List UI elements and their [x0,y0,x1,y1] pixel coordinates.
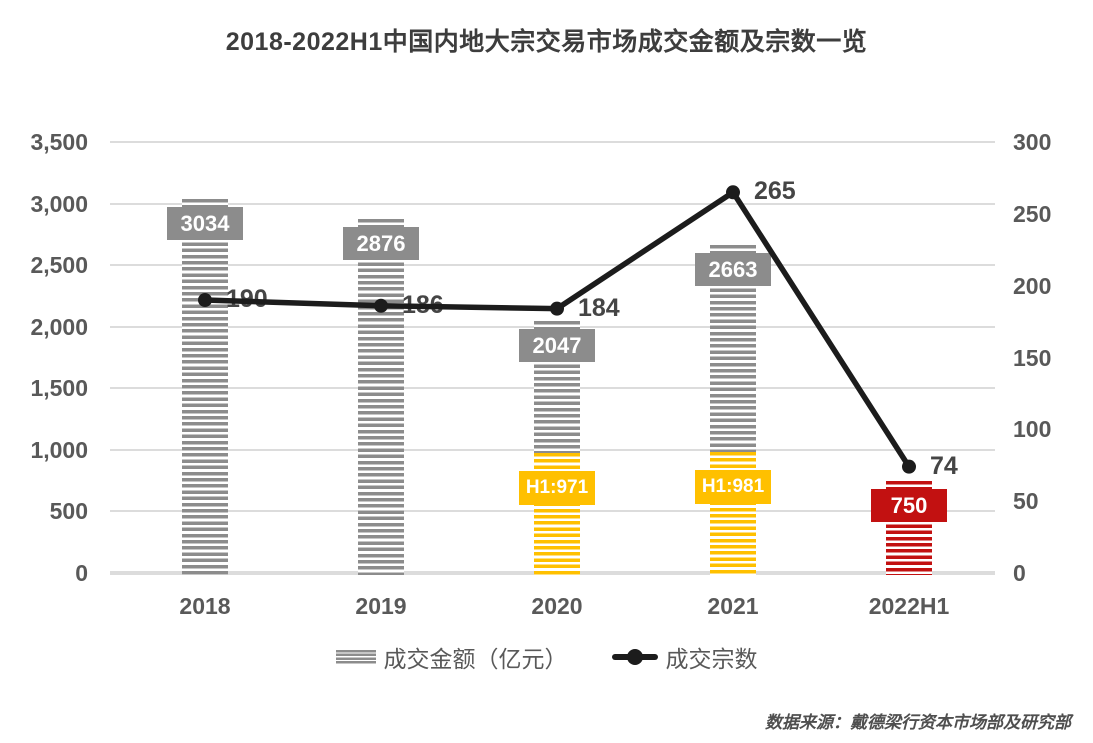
gridline [110,202,995,205]
legend-label-amount: 成交金额（亿元） [383,646,568,672]
left-axis-tick-label: 3,500 [30,129,88,155]
legend-label-count: 成交宗数 [665,646,758,672]
bar-value-label: 3034 [167,207,243,241]
source-note: 数据来源：戴德梁行资本市场部及研究部 [765,713,1071,732]
line-data-point [902,459,916,474]
right-axis-tick-label: 100 [1013,416,1052,443]
left-axis-tick-label: 500 [49,498,88,525]
line-marker-dot-icon [626,649,643,665]
right-axis-tick-label: 200 [1013,272,1052,299]
line-point-value-label: 186 [402,290,444,319]
x-axis-label: 2019 [355,593,407,619]
x-axis-label: 2018 [179,593,231,619]
bar-segment-gray [358,218,404,575]
left-axis-tick-label: 1,000 [30,436,88,463]
bar-segment-gray [182,199,228,575]
line-series-swatch-icon [611,649,658,665]
right-axis-tick-label: 50 [1013,488,1039,515]
right-axis-tick-label: 250 [1013,200,1052,227]
right-axis-tick-label: 300 [1013,129,1052,155]
bar-value-label: 750 [871,488,947,522]
bar-value-label: 2047 [519,328,595,362]
bar-h1-value-label: H1:981 [695,470,771,505]
legend: 成交金额（亿元） 成交宗数 [0,640,1093,674]
line-point-value-label: 265 [754,177,796,206]
x-axis-label: 2022H1 [868,593,950,619]
left-axis-tick-label: 3,000 [30,190,88,217]
x-axis-label: 2020 [531,593,583,619]
gridline [110,141,995,143]
bar-series-swatch-icon [335,650,376,664]
right-axis-tick-label: 150 [1013,344,1052,371]
left-axis-tick-label: 2,500 [30,252,88,279]
bar-value-label: 2876 [343,226,419,260]
gridline [110,264,995,267]
line-data-point [726,185,740,200]
line-point-value-label: 190 [226,285,268,314]
line-data-point [550,301,564,316]
right-axis-tick-label: 0 [1013,560,1026,586]
left-axis-tick-label: 1,500 [30,375,88,402]
bar-h1-value-label: H1:971 [519,471,595,506]
chart-title: 2018-2022H1中国内地大宗交易市场成交金额及宗数一览 [225,28,868,56]
left-axis-tick-label: 0 [75,560,88,586]
line-point-value-label: 184 [578,293,620,322]
x-axis-label: 2021 [707,593,759,619]
line-point-value-label: 74 [930,451,958,480]
bar-value-label: 2663 [695,253,771,287]
left-axis-tick-label: 2,000 [30,313,88,340]
